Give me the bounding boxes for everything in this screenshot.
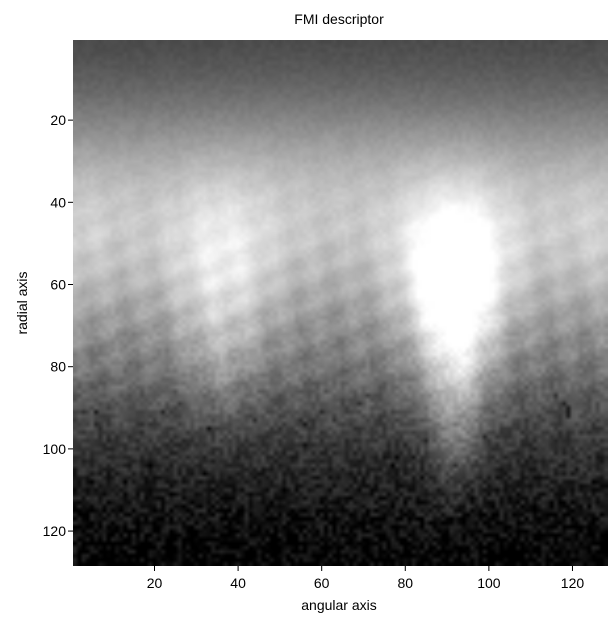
x-axis-label: angular axis	[301, 597, 377, 613]
x-tick-label: 60	[314, 575, 330, 591]
y-tick-label: 80	[50, 359, 66, 375]
x-tick-label: 100	[477, 575, 501, 591]
y-axis-ticks: 20 40 60 80 100 120	[43, 112, 73, 539]
chart-title: FMI descriptor	[294, 11, 384, 27]
x-tick-label: 40	[230, 575, 246, 591]
x-tick-label: 80	[397, 575, 413, 591]
x-axis-ticks: 20 40 60 80 100 120	[147, 566, 585, 591]
y-tick-label: 60	[50, 277, 66, 293]
y-tick-label: 20	[50, 112, 66, 128]
x-tick-label: 20	[147, 575, 163, 591]
y-tick-label: 120	[43, 523, 67, 539]
y-tick-label: 40	[50, 194, 66, 210]
heatmap-image	[73, 40, 608, 566]
y-tick-label: 100	[43, 441, 67, 457]
plot-area	[73, 40, 608, 566]
y-axis-label: radial axis	[14, 271, 30, 334]
x-tick-label: 120	[561, 575, 585, 591]
